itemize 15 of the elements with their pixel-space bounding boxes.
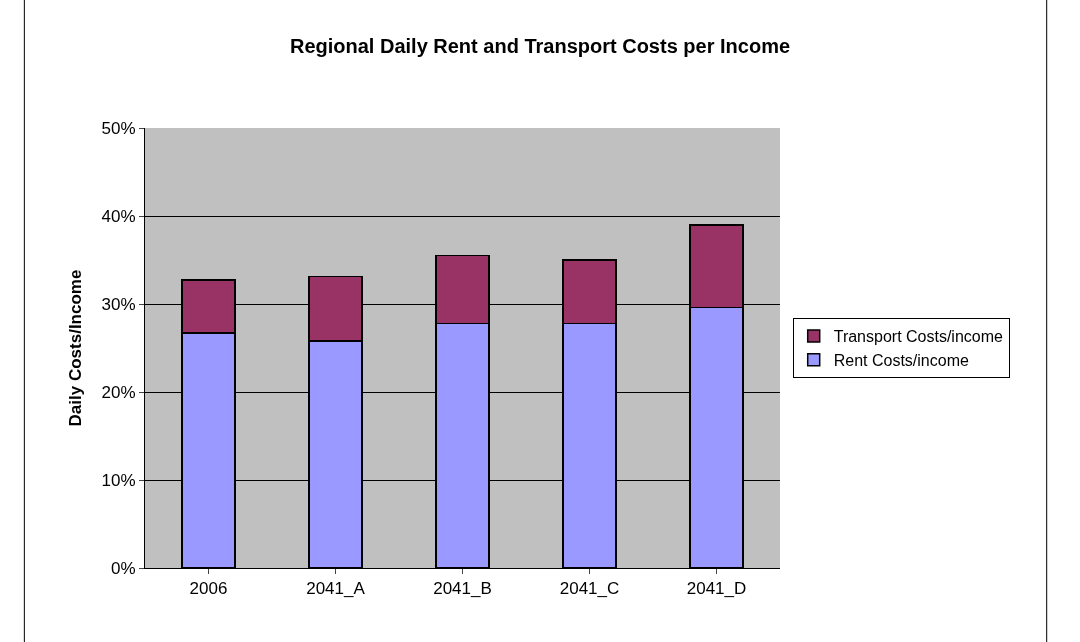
x-tick-label: 2041_D <box>686 579 747 599</box>
legend-label: Transport Costs/income <box>833 328 1004 346</box>
y-tick-label: 10% <box>101 470 136 490</box>
chart-title: Regional Daily Rent and Transport Costs per Income <box>289 34 791 57</box>
x-tick-label: 2041_C <box>559 579 620 599</box>
y-tick-label: 20% <box>101 382 136 402</box>
legend-label: Rent Costs/income <box>833 351 969 369</box>
y-tick-label: 0% <box>111 558 136 578</box>
x-tick-label: 2041_A <box>306 579 366 599</box>
y-tick-label: 50% <box>101 118 136 138</box>
x-tick-label: 2041_B <box>433 579 492 599</box>
y-tick-label: 40% <box>101 206 136 226</box>
y-tick-label: 30% <box>101 294 136 314</box>
y-axis-title: Daily Costs/Income <box>66 269 86 427</box>
x-tick-label: 2006 <box>189 579 228 599</box>
